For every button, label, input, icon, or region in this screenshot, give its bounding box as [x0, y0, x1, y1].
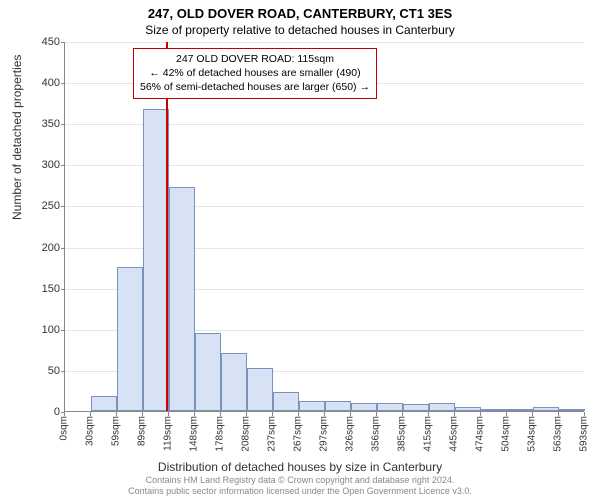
- ytick-mark: [61, 289, 65, 290]
- xtick-label: 593sqm: [579, 416, 590, 452]
- xtick-label: 356sqm: [371, 416, 382, 452]
- xtick-label: 267sqm: [293, 416, 304, 452]
- ytick-mark: [61, 206, 65, 207]
- xtick-label: 89sqm: [137, 416, 148, 446]
- ytick-label: 200: [20, 242, 60, 254]
- ytick-mark: [61, 124, 65, 125]
- footer-line1: Contains HM Land Registry data © Crown c…: [0, 475, 600, 487]
- xtick-label: 385sqm: [397, 416, 408, 452]
- ytick-mark: [61, 83, 65, 84]
- annotation-line3: 56% of semi-detached houses are larger (…: [140, 80, 370, 94]
- xtick-label: 504sqm: [501, 416, 512, 452]
- histogram-bar: [559, 409, 585, 411]
- xtick-label: 326sqm: [345, 416, 356, 452]
- histogram-bar: [273, 392, 299, 411]
- histogram-bar: [403, 404, 429, 411]
- chart-title-sub: Size of property relative to detached ho…: [0, 21, 600, 37]
- annotation-line1: 247 OLD DOVER ROAD: 115sqm: [140, 52, 370, 66]
- xtick-label: 59sqm: [111, 416, 122, 446]
- xtick-label: 148sqm: [189, 416, 200, 452]
- plot-region: 247 OLD DOVER ROAD: 115sqm ← 42% of deta…: [64, 42, 584, 412]
- ytick-label: 0: [20, 406, 60, 418]
- ytick-mark: [61, 42, 65, 43]
- histogram-bar: [91, 396, 117, 411]
- histogram-bar: [299, 401, 325, 411]
- xtick-label: 30sqm: [85, 416, 96, 446]
- histogram-bar: [169, 187, 195, 411]
- xtick-label: 237sqm: [267, 416, 278, 452]
- histogram-bar: [117, 267, 143, 411]
- ytick-mark: [61, 330, 65, 331]
- ytick-mark: [61, 248, 65, 249]
- histogram-bar: [507, 409, 533, 411]
- histogram-bar: [195, 333, 221, 411]
- xtick-label: 474sqm: [475, 416, 486, 452]
- histogram-bar: [325, 401, 351, 411]
- histogram-bar: [221, 353, 247, 411]
- chart-title-main: 247, OLD DOVER ROAD, CANTERBURY, CT1 3ES: [0, 0, 600, 21]
- xtick-label: 0sqm: [59, 416, 70, 440]
- xtick-label: 563sqm: [553, 416, 564, 452]
- ytick-label: 450: [20, 36, 60, 48]
- histogram-bar: [351, 403, 377, 411]
- ytick-label: 300: [20, 159, 60, 171]
- annotation-line2: ← 42% of detached houses are smaller (49…: [140, 66, 370, 80]
- ytick-label: 150: [20, 283, 60, 295]
- xtick-label: 208sqm: [241, 416, 252, 452]
- histogram-bar: [429, 403, 455, 411]
- xtick-label: 534sqm: [527, 416, 538, 452]
- xtick-label: 119sqm: [163, 416, 174, 451]
- ytick-mark: [61, 165, 65, 166]
- xtick-label: 297sqm: [319, 416, 330, 452]
- ytick-label: 400: [20, 77, 60, 89]
- footer-attribution: Contains HM Land Registry data © Crown c…: [0, 475, 600, 498]
- histogram-bar: [481, 409, 507, 411]
- ytick-mark: [61, 371, 65, 372]
- xtick-label: 415sqm: [423, 416, 434, 452]
- ytick-label: 250: [20, 200, 60, 212]
- footer-line2: Contains public sector information licen…: [0, 486, 600, 498]
- reference-annotation: 247 OLD DOVER ROAD: 115sqm ← 42% of deta…: [133, 48, 377, 99]
- xtick-label: 445sqm: [449, 416, 460, 452]
- histogram-bar: [455, 407, 481, 411]
- ytick-label: 50: [20, 365, 60, 377]
- histogram-bar: [247, 368, 273, 411]
- histogram-bar: [377, 403, 403, 411]
- x-axis-label: Distribution of detached houses by size …: [0, 460, 600, 474]
- histogram-bar: [533, 407, 559, 411]
- ytick-label: 100: [20, 324, 60, 336]
- grid-line: [65, 42, 584, 43]
- xtick-label: 178sqm: [215, 416, 226, 452]
- ytick-label: 350: [20, 118, 60, 130]
- chart-area: 247 OLD DOVER ROAD: 115sqm ← 42% of deta…: [64, 42, 584, 412]
